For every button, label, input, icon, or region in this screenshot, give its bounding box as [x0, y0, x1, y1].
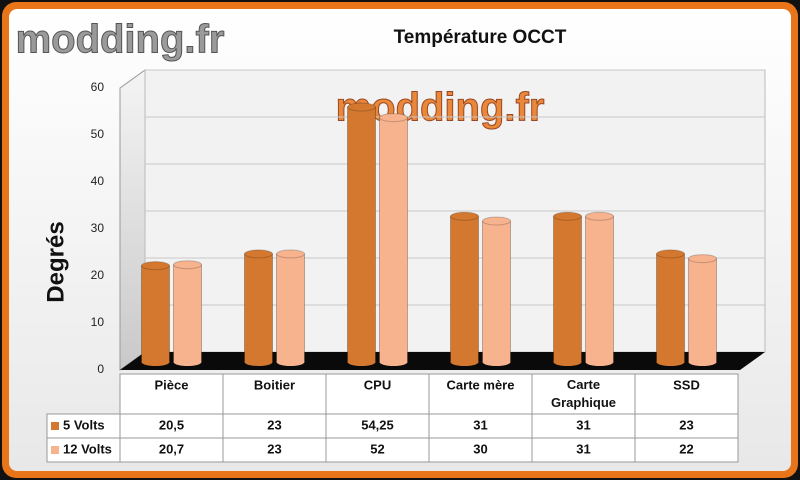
bar-base — [379, 358, 408, 366]
bar — [347, 106, 376, 363]
bar-base — [347, 358, 376, 366]
data-label: 20,7 — [159, 441, 184, 456]
data-label: 22 — [679, 441, 693, 456]
data-label: 52 — [370, 441, 384, 456]
y-tick-label: 30 — [91, 221, 105, 235]
bar-base — [656, 358, 685, 366]
bar-cap — [450, 211, 479, 221]
legend-label: 5 Volts — [63, 417, 105, 432]
bar-cap — [482, 216, 511, 226]
bar — [688, 258, 717, 363]
data-label: 23 — [267, 441, 281, 456]
bar-cap — [276, 249, 305, 259]
x-tick-label: Carte Graphique — [551, 377, 616, 410]
bar-base — [450, 358, 479, 366]
x-tick-label: CPU — [364, 377, 391, 392]
x-tick-label: Pièce — [155, 377, 189, 392]
bar — [553, 215, 582, 363]
bar-cap — [688, 254, 717, 264]
bar — [244, 253, 273, 363]
y-tick-label: 60 — [91, 80, 105, 94]
chart-title: Température OCCT — [394, 27, 567, 48]
bar-cap — [347, 102, 376, 112]
bar — [482, 220, 511, 363]
bar-base — [141, 358, 170, 366]
bar-base — [585, 358, 614, 366]
bar-cap — [585, 211, 614, 221]
bar-cap — [141, 261, 170, 271]
bar-base — [244, 358, 273, 366]
data-label: 30 — [473, 441, 487, 456]
bar-cap — [379, 113, 408, 123]
bar — [141, 265, 170, 363]
data-label: 54,25 — [361, 417, 394, 432]
y-tick-label: 40 — [91, 174, 105, 188]
bar-base — [688, 358, 717, 366]
data-label: 23 — [267, 417, 281, 432]
bar — [656, 253, 685, 363]
data-label: 31 — [576, 441, 590, 456]
bar — [173, 264, 202, 363]
y-tick-label: 50 — [91, 127, 105, 141]
y-tick-label: 0 — [97, 362, 104, 376]
bar-cap — [553, 211, 582, 221]
bar — [276, 253, 305, 363]
y-tick-label: 10 — [91, 315, 105, 329]
bar-base — [553, 358, 582, 366]
y-axis-title: Degrés — [42, 221, 69, 302]
data-label: 31 — [576, 417, 590, 432]
bar-base — [173, 358, 202, 366]
data-label: 23 — [679, 417, 693, 432]
data-label: 31 — [473, 417, 487, 432]
bar-cap — [656, 249, 685, 259]
bar-base — [482, 358, 511, 366]
bar — [379, 117, 408, 363]
bar-cap — [244, 249, 273, 259]
legend-label: 12 Volts — [63, 441, 112, 456]
bar — [585, 215, 614, 363]
legend-swatch — [51, 446, 59, 454]
x-tick-label: Boitier — [254, 377, 295, 392]
bar-cap — [173, 260, 202, 270]
x-tick-label: Carte mère — [447, 377, 515, 392]
bar-base — [276, 358, 305, 366]
bar — [450, 215, 479, 363]
y-tick-label: 20 — [91, 268, 105, 282]
watermark: modding.fr — [16, 18, 225, 62]
data-label: 20,5 — [159, 417, 184, 432]
x-tick-label: SSD — [673, 377, 700, 392]
legend-swatch — [51, 422, 59, 430]
